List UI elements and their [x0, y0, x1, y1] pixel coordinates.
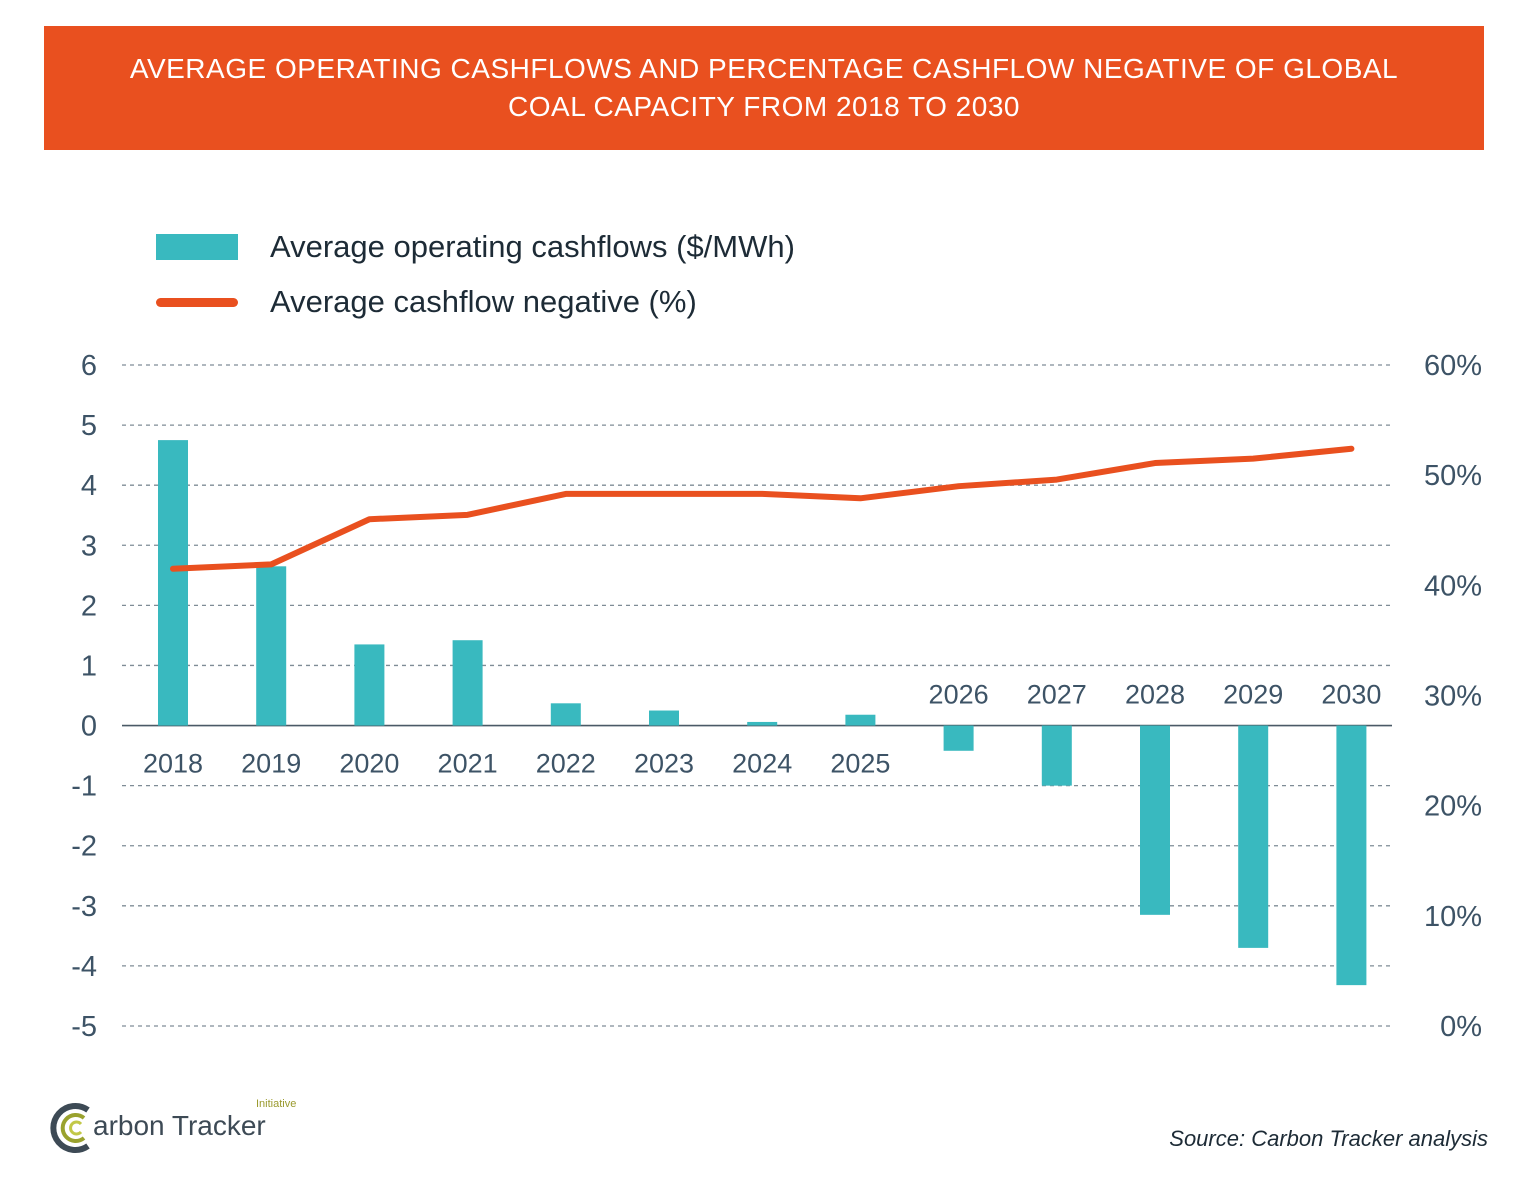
- left-axis-tick: 3: [81, 530, 97, 562]
- category-label: 2026: [929, 680, 989, 710]
- right-axis-tick: 10%: [1424, 901, 1482, 933]
- right-axis: 60% 50% 40% 30% 20% 10% 0%: [1424, 350, 1482, 1043]
- bar-2029: [1238, 725, 1269, 948]
- bar-2026: [943, 725, 974, 751]
- category-label: 2020: [339, 749, 399, 779]
- bar-2022: [550, 703, 581, 726]
- legend-item-bars: Average operating cashflows ($/MWh): [156, 229, 795, 265]
- logo-subtext: Initiative: [256, 1098, 297, 1110]
- bar-2025: [845, 714, 876, 726]
- chart-title-line-2: COAL CAPACITY FROM 2018 TO 2030: [508, 91, 1020, 122]
- bar-2021: [452, 640, 483, 726]
- category-label: 2025: [830, 749, 890, 779]
- left-axis-tick: 6: [81, 350, 97, 382]
- right-axis-tick: 60%: [1424, 350, 1482, 382]
- bar-2024: [747, 721, 778, 726]
- legend-item-line: Average cashflow negative (%): [156, 284, 697, 320]
- title-banner: AVERAGE OPERATING CASHFLOWS AND PERCENTA…: [44, 26, 1484, 150]
- category-label: 2029: [1223, 680, 1283, 710]
- line-series: [170, 445, 1355, 572]
- right-axis-tick: 20%: [1424, 791, 1482, 823]
- bar-series: [158, 440, 1367, 986]
- category-label: 2022: [536, 749, 596, 779]
- right-axis-tick: 50%: [1424, 460, 1482, 492]
- legend-line-label: Average cashflow negative (%): [270, 284, 697, 319]
- left-axis-tick: 1: [81, 650, 97, 682]
- left-axis-tick: -2: [71, 831, 97, 863]
- logo-c-icon: [50, 1103, 90, 1153]
- left-axis-tick: 4: [81, 470, 97, 502]
- gridlines: [122, 364, 1392, 1027]
- left-axis-tick: -1: [71, 771, 97, 803]
- right-axis-tick: 0%: [1440, 1011, 1482, 1043]
- category-label: 2024: [732, 749, 792, 779]
- category-label: 2027: [1027, 680, 1087, 710]
- bar-2018: [158, 440, 188, 726]
- legend-bar-swatch: [156, 234, 238, 260]
- left-axis-tick: 0: [81, 711, 97, 743]
- logo-text: arbon Tracker: [93, 1110, 266, 1141]
- category-label: 2019: [241, 749, 301, 779]
- category-label: 2018: [143, 749, 203, 779]
- category-labels: 2018 2019 2020 2021 2022 2023 2024 2025 2026 2027…: [143, 680, 1381, 779]
- carbon-tracker-logo: arbon Tracker Initiative: [44, 1096, 304, 1160]
- legend-line-swatch: [156, 297, 238, 307]
- chart-title-line-1: AVERAGE OPERATING CASHFLOWS AND PERCENTA…: [129, 53, 1399, 84]
- left-axis-tick: -3: [71, 891, 97, 923]
- category-label: 2030: [1321, 680, 1381, 710]
- bar-2020: [354, 644, 385, 726]
- bar-2019: [256, 566, 287, 726]
- bar-2028: [1140, 725, 1170, 915]
- left-axis-tick: -5: [71, 1011, 97, 1043]
- source-note: Source: Carbon Tracker analysis: [1169, 1126, 1488, 1151]
- right-axis-tick: 30%: [1424, 681, 1482, 713]
- bar-2030: [1336, 725, 1367, 986]
- left-axis: 6 5 4 3 2 1 0 -1 -2 -3 -4 -5: [71, 350, 97, 1043]
- bar-2023: [649, 710, 679, 726]
- left-axis-tick: 2: [81, 590, 97, 622]
- bar-2027: [1041, 725, 1072, 786]
- right-axis-tick: 40%: [1424, 570, 1482, 602]
- legend-bar-label: Average operating cashflows ($/MWh): [270, 229, 795, 264]
- category-label: 2028: [1125, 680, 1185, 710]
- category-label: 2021: [438, 749, 498, 779]
- left-axis-tick: -4: [71, 951, 97, 983]
- category-label: 2023: [634, 749, 694, 779]
- left-axis-tick: 5: [81, 410, 97, 442]
- cashflow-negative-line: [170, 445, 1355, 572]
